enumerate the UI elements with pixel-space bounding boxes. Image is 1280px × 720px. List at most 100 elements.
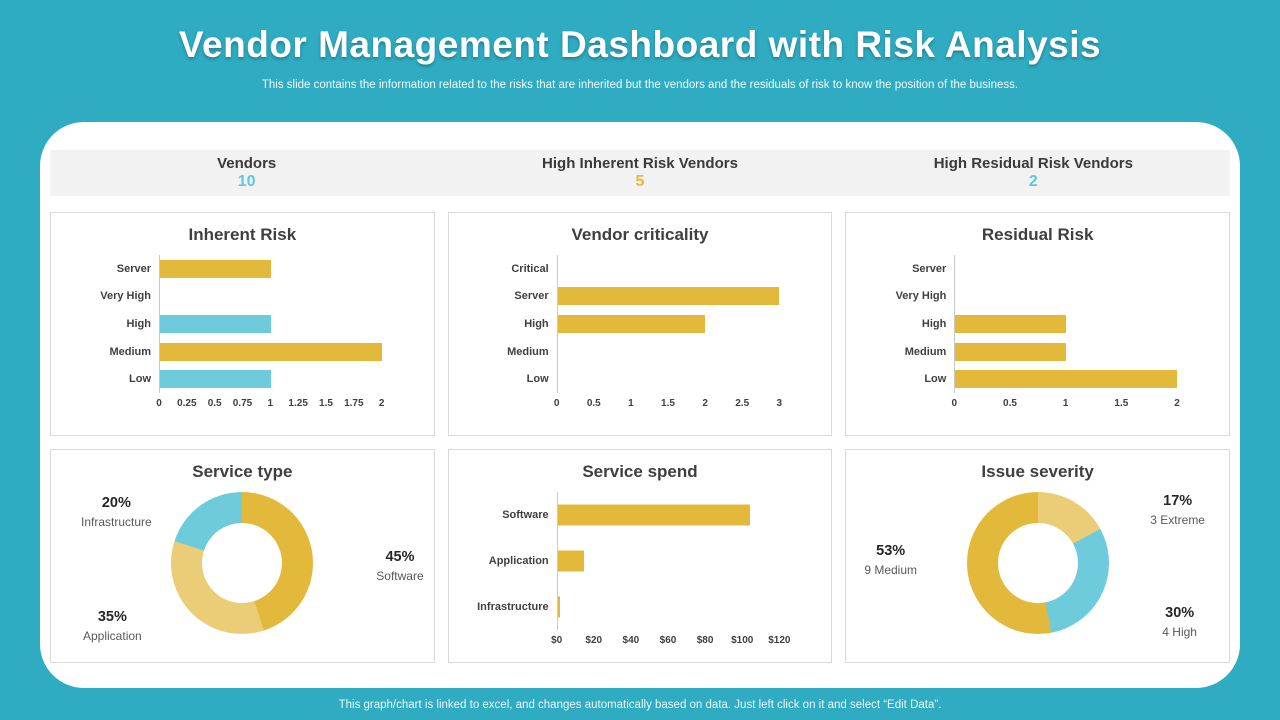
category-label: High [921,317,947,330]
bar [955,342,1067,361]
bar-row: Infrastructure [463,584,780,630]
donut-ring [171,492,314,634]
inherent-risk-panel[interactable]: Inherent Risk Server Very High High Medium L… [50,212,435,436]
bar-track [556,310,780,338]
bar [160,314,271,333]
issue-severity-chart: 17% 3 Extreme 30% 4 High 53% 9 Medium [860,492,1215,654]
category-label: Medium [507,345,549,358]
x-tick-label: 1.5 [661,398,675,409]
category-label: Software [502,509,549,521]
stat-label: High Residual Risk Vendors [933,155,1133,172]
x-tick-label: 0.75 [232,398,253,409]
bar [955,314,1067,333]
bar-row: Low [463,365,780,393]
bar-track [556,337,780,366]
bar-row: High [860,310,1177,338]
service-spend-panel[interactable]: Service spend Software Application Infrast… [447,449,833,663]
category-label: Very High [895,290,947,303]
bar-row: Critical [463,255,780,283]
x-tick-label: 0 [156,398,162,409]
stat-label: Vendors [217,155,277,172]
bar [160,370,271,389]
bar-row: Low [860,365,1177,393]
bar-row: Low [65,365,382,393]
service-type-chart: 45% Software 35% Application 20% Infrastructu… [65,492,424,654]
footer-note: This graph/chart is linked to excel, and… [338,699,942,711]
x-axis-ticks: 0 0.25 0.5 0.75 1 1.25 1.5 1.75 2 [156,396,384,414]
chart-title: Service type [192,462,293,481]
x-tick-label: $40 [622,635,640,646]
slide-header: Vendor Management Dashboard with Risk An… [0,0,1280,91]
stat-vendors: Vendors 10 [50,150,443,196]
bar-row: Medium [463,337,780,366]
x-tick-label: $100 [731,635,754,646]
bar-track [556,255,780,283]
bar-track [556,282,780,311]
donut-hole [997,523,1078,603]
bar-row: Software [463,492,780,538]
slice-label: 30% 4 High [1162,604,1197,639]
x-tick-label: 1.5 [319,398,333,409]
vendor-criticality-chart: Critical Server High Medium Low 0 0.5 1 1.5 2 2.5 3 [463,255,818,414]
service-spend-chart: Software Application Infrastructure $0 $20 $4… [463,492,818,651]
issue-severity-panel[interactable]: Issue severity 17% 3 Extreme 30% 4 High 53% 9… [845,449,1230,663]
bar-track [159,365,382,393]
bar-track [954,310,1177,338]
service-type-panel[interactable]: Service type 45% Software 35% Application 20… [50,449,435,663]
bar-track [556,365,780,393]
stat-value: 5 [635,173,645,190]
x-tick-label: 0 [553,398,560,409]
donut-hole [202,523,283,603]
x-tick-label: 1 [628,398,634,409]
bar [557,550,584,572]
bar-track [556,584,780,630]
bar [955,370,1177,389]
bar-track [556,538,780,584]
x-tick-label: 0.5 [207,398,222,409]
bar-row: Medium [860,337,1177,366]
slice-label: 20% Infrastructure [81,495,152,530]
vendor-criticality-panel[interactable]: Vendor criticality Critical Server High Med… [447,212,833,436]
bar-row: Medium [65,337,382,366]
slice-label: 53% 9 Medium [864,543,918,578]
bar-track [159,337,382,366]
bar-row: Server [65,255,382,283]
charts-grid: Inherent Risk Server Very High High Medium L… [50,212,1230,663]
bar-row: High [463,310,780,338]
bar-track [556,492,780,538]
stat-value: 10 [237,173,256,190]
slice-label: 35% Application [83,608,142,643]
bar-row: Application [463,538,780,584]
chart-title: Issue severity [981,462,1094,481]
chart-title: Inherent Risk [188,225,297,244]
bar-row: Server [463,282,780,311]
x-axis-ticks: 0 0.5 1 1.5 2 2.5 3 [553,396,782,414]
x-tick-label: 1.25 [288,398,308,409]
bar-track [954,365,1177,393]
bar-track [954,337,1177,366]
bar-track [159,255,382,283]
bar-row: High [65,310,382,338]
x-tick-label: 2.5 [735,398,750,409]
x-tick-label: $80 [696,635,714,646]
category-label: Medium [904,345,947,358]
bar-track [159,310,382,338]
x-tick-label: 1 [267,398,274,409]
x-tick-label: 1.5 [1114,398,1129,409]
bar-track [954,255,1177,283]
category-label: Low [129,373,151,386]
category-label: Low [526,373,549,386]
residual-risk-panel[interactable]: Residual Risk Server Very High High Medium L… [845,212,1230,436]
x-tick-label: 2 [702,398,708,409]
category-label: Application [488,555,549,567]
x-tick-label: 1.75 [344,398,364,409]
category-label: High [524,317,549,330]
bar [557,596,560,618]
residual-risk-chart: Server Very High High Medium Low 0 0.5 1 1.5 2 [860,255,1215,414]
stat-label: High Inherent Risk Vendors [542,155,738,172]
category-label: Critical [511,262,549,275]
stat-high-residual-risk-vendors: High Residual Risk Vendors 2 [837,150,1230,196]
stats-bar: Vendors 10 High Inherent Risk Vendors 5 … [50,150,1230,196]
category-label: Server [912,262,947,275]
category-label: Medium [109,345,151,358]
